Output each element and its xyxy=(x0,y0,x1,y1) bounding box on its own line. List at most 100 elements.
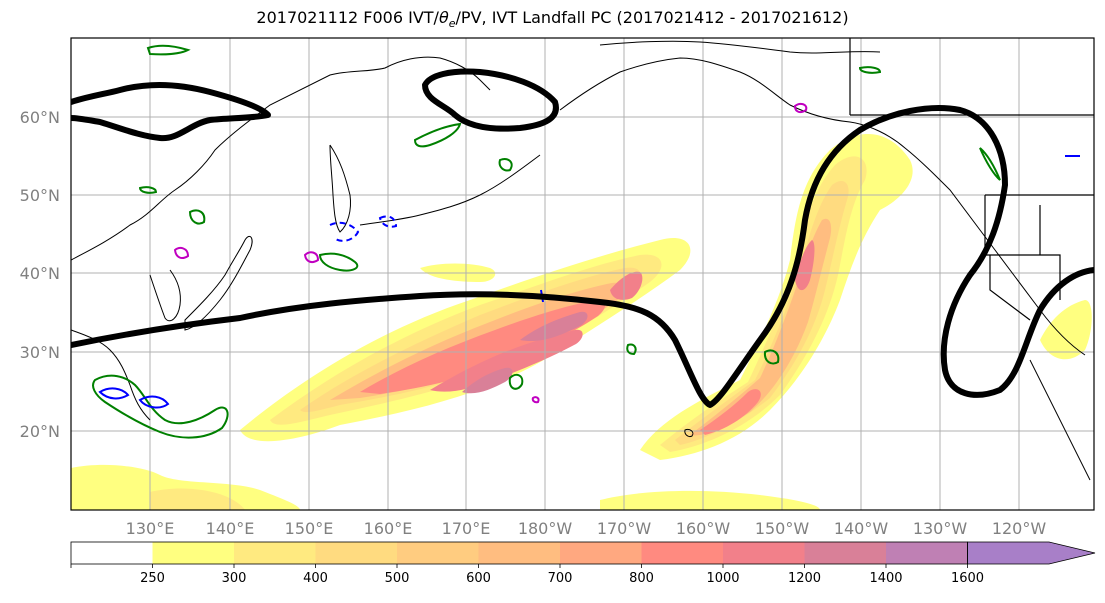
colorbar: 250 300 400 500 600 700 800 1000 1200 1400 1600 xyxy=(70,541,1096,586)
colorbar-label: 600 xyxy=(466,571,491,586)
pc-north-loop xyxy=(422,68,559,132)
pv-green-2 xyxy=(146,44,191,56)
pv-magenta-3 xyxy=(793,102,808,114)
lon-label-140e: 140°E xyxy=(206,519,255,538)
coast-mexico xyxy=(1029,359,1091,481)
lat-label-30: 30°N xyxy=(20,343,60,362)
ivt-band-1000 xyxy=(430,329,583,392)
colorbar-segment xyxy=(641,542,723,564)
coast-asia xyxy=(71,56,491,261)
coast-aleutians xyxy=(359,154,541,226)
ivt-band-1200 xyxy=(462,367,513,394)
colorbar-label: 1200 xyxy=(788,571,821,586)
map-title: 2017021112 F006 IVT/θe/PV, IVT Landfall … xyxy=(0,8,1105,30)
colorbar-segment xyxy=(315,542,397,564)
ivt-band-700b xyxy=(610,271,643,300)
ivt-patch-sw2 xyxy=(150,488,245,510)
lon-label-170e: 170°E xyxy=(442,519,491,538)
colorbar-segment-extend xyxy=(967,541,1096,565)
ivt-patch-sw xyxy=(71,464,300,510)
lon-label-160w: 160°W xyxy=(676,519,731,538)
pv-green-9 xyxy=(188,209,206,225)
map-area xyxy=(71,38,1094,510)
colorbar-frame xyxy=(70,541,968,565)
ivt-plume-700b xyxy=(795,240,815,291)
pv-magenta-1 xyxy=(173,247,190,259)
colorbar-label: 300 xyxy=(222,571,247,586)
ivt-plume-700 xyxy=(700,389,761,435)
colorbar-label: 800 xyxy=(629,571,654,586)
colorbar-label: 500 xyxy=(385,571,410,586)
lat-labels: 60°N 50°N 40°N 30°N 20°N xyxy=(20,108,60,441)
pv-blue-4 xyxy=(378,215,398,228)
title-theta: θ xyxy=(438,8,449,27)
ivt-patch-s xyxy=(600,490,820,510)
pv-green-6 xyxy=(763,349,780,365)
colorbar-segment xyxy=(886,542,968,564)
lat-label-20: 20°N xyxy=(20,422,60,441)
coast-kamchatka xyxy=(329,144,351,233)
lat-label-50: 50°N xyxy=(20,186,60,205)
ivt-patch-e xyxy=(1040,300,1092,360)
map-frame xyxy=(70,37,1095,511)
colorbar-label: 250 xyxy=(140,571,165,586)
lat-label-60: 60°N xyxy=(20,108,60,127)
pv-blue-2 xyxy=(138,395,170,409)
lon-label-130e: 130°E xyxy=(126,519,175,538)
colorbar-segment xyxy=(397,542,479,564)
ivt-plume-500 xyxy=(690,218,832,436)
colorbar-segment xyxy=(152,542,234,564)
title-prefix: 2017021112 F006 IVT/ xyxy=(256,8,439,27)
pv-green-7 xyxy=(979,147,1001,181)
pv-magenta-4 xyxy=(531,396,540,404)
lat-label-40: 40°N xyxy=(20,264,60,283)
colorbar-segment xyxy=(71,542,153,564)
pv-contours-magenta xyxy=(173,102,808,404)
ivt-band-1000b xyxy=(520,311,588,342)
lon-label-130w: 130°W xyxy=(913,519,968,538)
pv-green-12 xyxy=(626,343,637,356)
pc-northwest-line xyxy=(71,81,271,142)
colorbar-label: 1000 xyxy=(706,571,739,586)
title-theta-sub: e xyxy=(448,17,456,31)
pv-contours-green xyxy=(92,44,1001,439)
lon-label-180w: 180°W xyxy=(518,519,573,538)
coast-alaska-north xyxy=(599,40,881,54)
title-suffix: /PV, IVT Landfall PC (2017021412 - 20170… xyxy=(455,8,849,27)
pv-blue-3 xyxy=(329,221,360,242)
lon-label-150w: 150°W xyxy=(755,519,810,538)
lon-label-170w: 170°W xyxy=(597,519,652,538)
colorbar-label: 1400 xyxy=(869,571,902,586)
colorbar-segment xyxy=(804,542,886,564)
colorbar-label: 400 xyxy=(303,571,328,586)
colorbar-label: 1600 xyxy=(951,571,984,586)
lon-label-160e: 160°E xyxy=(364,519,413,538)
pv-green-10 xyxy=(138,186,158,194)
coast-alaska xyxy=(559,57,1086,356)
pv-contours-blue xyxy=(98,155,1080,409)
coast-korea xyxy=(149,269,181,322)
colorbar-segment xyxy=(723,542,805,564)
pv-magenta-2 xyxy=(303,251,320,264)
pv-green-4 xyxy=(318,252,359,272)
colorbar-segment xyxy=(560,542,642,564)
colorbar-label: 700 xyxy=(548,571,573,586)
colorbar-segment xyxy=(234,542,316,564)
pv-blue-1 xyxy=(98,387,130,400)
lon-label-150e: 150°E xyxy=(285,519,334,538)
colorbar-segment xyxy=(478,542,560,564)
pv-green-11 xyxy=(858,66,882,74)
pv-green-8 xyxy=(498,158,513,172)
pc-contours xyxy=(71,68,1094,408)
ivt-band-700 xyxy=(360,299,606,394)
coastlines xyxy=(71,40,1091,481)
lon-label-120w: 120°W xyxy=(992,519,1047,538)
lon-labels: 130°E 140°E 150°E 160°E 170°E 180°W 170°… xyxy=(126,519,1047,538)
pv-green-3 xyxy=(413,122,462,148)
pv-green-5 xyxy=(508,373,524,390)
lon-label-140w: 140°W xyxy=(834,519,889,538)
pv-green-1 xyxy=(92,374,229,439)
coast-japan xyxy=(184,235,253,331)
coast-hawaii xyxy=(684,429,694,437)
